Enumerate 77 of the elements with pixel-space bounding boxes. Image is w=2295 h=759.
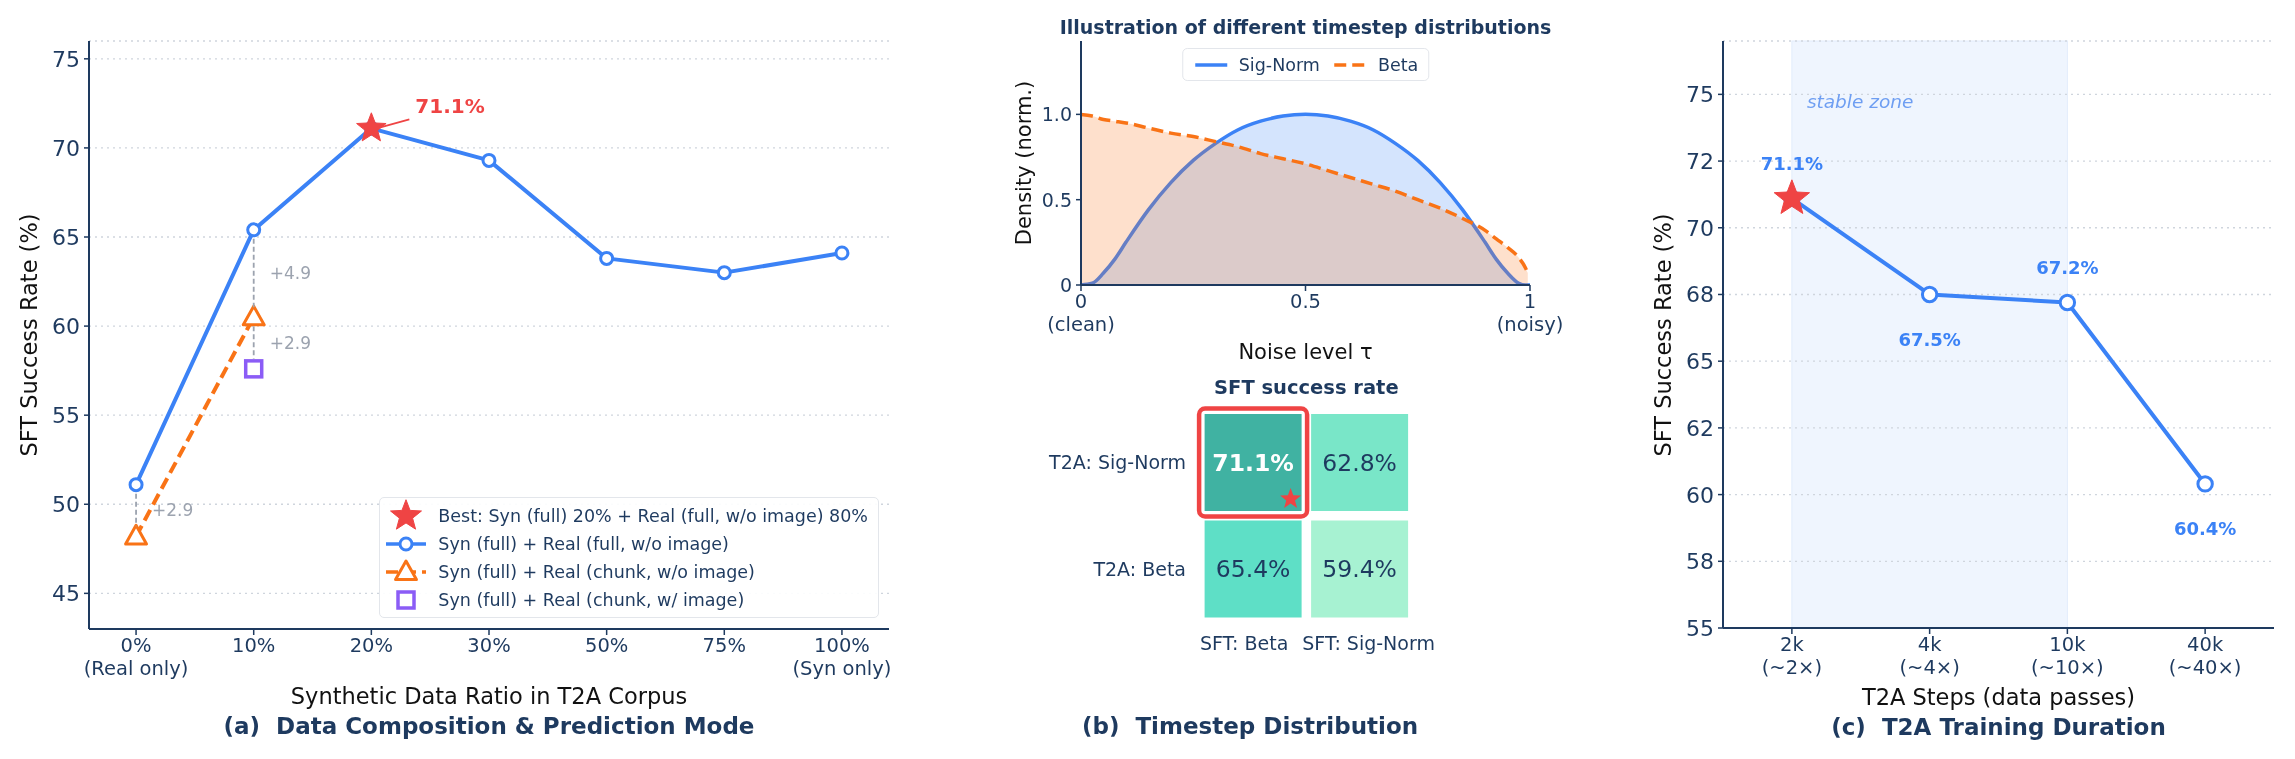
data-label: 62.8%: [1322, 448, 1397, 477]
data-label: 71.1%: [1212, 448, 1294, 477]
y-tick-label: 65: [1686, 349, 1714, 375]
x-tick-label: 4k (~4×): [1899, 632, 1960, 679]
y-tick-label: 55: [52, 403, 80, 429]
y-tick-label: T2A: Beta: [1092, 557, 1186, 580]
y-tick-label: 0.5: [1041, 188, 1072, 211]
band-label: stable zone: [1806, 91, 1914, 113]
x-tick-label: 0% (Real only): [83, 633, 189, 680]
point: [2058, 293, 2077, 312]
data-label: 67.5%: [1898, 328, 1961, 350]
y-axis-title: SFT Success Rate (%): [16, 213, 43, 457]
y-tick-label: 75: [52, 46, 80, 72]
y-tick-label: 75: [1686, 82, 1714, 108]
point: [243, 359, 264, 379]
text: (a) Data Composition & Prediction Mode: [223, 712, 755, 740]
y-tick-label: 60: [1686, 482, 1714, 508]
y-tick-label: 1.0: [1041, 103, 1072, 126]
x-tick-label: 2k (~2×): [1761, 632, 1823, 679]
annotation: +2.9: [269, 332, 311, 353]
y-tick-label: 72: [1686, 148, 1714, 174]
data-label: 65.4%: [1215, 555, 1291, 584]
data-label: 67.2%: [2036, 256, 2099, 278]
text: (c) T2A Training Duration: [1831, 713, 2166, 741]
point: [834, 245, 850, 261]
y-axis-title: Density (norm.): [1011, 80, 1037, 246]
x-tick-label: SFT: Beta: [1199, 631, 1289, 654]
x-tick-label: 10%: [232, 633, 276, 657]
point: [356, 112, 387, 142]
x-tick-label: 50%: [584, 633, 629, 657]
x-axis-title: T2A Steps (data passes): [1861, 684, 2136, 711]
y-tick-label: 62: [1686, 415, 1714, 441]
x-tick-label: 20%: [349, 633, 394, 657]
legend-label: Syn (full) + Real (chunk, w/ image): [438, 589, 745, 610]
x-tick-label: 10k (~10×): [2031, 632, 2104, 679]
y-tick-label: 65: [52, 224, 80, 250]
annotation: +4.9: [269, 263, 311, 284]
point: [128, 477, 144, 493]
chart-title: SFT success rate: [1214, 375, 1399, 399]
y-tick-label: 58: [1686, 549, 1714, 575]
annotation: +2.9: [152, 500, 194, 521]
legend-label: Syn (full) + Real (chunk, w/o image): [438, 561, 755, 582]
data-label: 71.1%: [415, 94, 485, 119]
x-tick-label: 0.5: [1289, 289, 1322, 313]
y-tick-label: 45: [52, 581, 80, 607]
y-tick-label: T2A: Sig-Norm: [1048, 451, 1186, 474]
x-tick-label: 40k (~40×): [2168, 632, 2242, 679]
y-axis-title: SFT Success Rate (%): [1650, 212, 1677, 457]
point: [246, 222, 262, 238]
y-tick-label: 70: [52, 135, 80, 161]
x-tick-label: 1 (noisy): [1496, 289, 1564, 336]
text: (b) Timestep Distribution: [1081, 713, 1419, 740]
x-tick-label: 30%: [467, 633, 511, 657]
data-label: 71.1%: [1760, 152, 1824, 174]
legend-label: Beta: [1377, 54, 1419, 75]
legend-label: Sig-Norm: [1238, 54, 1320, 75]
point: [716, 265, 732, 281]
x-tick-label: 75%: [702, 633, 746, 657]
y-tick-label: 68: [1686, 282, 1714, 308]
chart-title: Illustration of different timestep distributions: [1059, 16, 1552, 39]
point: [1920, 285, 1939, 304]
point: [1773, 179, 1811, 214]
data-label: 59.4%: [1322, 555, 1397, 584]
data-label: 60.4%: [2173, 518, 2237, 540]
y-tick-label: 55: [1686, 615, 1714, 641]
point: [2196, 475, 2214, 493]
y-tick-label: 70: [1686, 215, 1714, 241]
y-tick-label: 60: [52, 314, 80, 340]
y-tick-label: 50: [52, 492, 80, 518]
x-tick-label: 100% (Syn only): [792, 633, 892, 680]
legend-label: Syn (full) + Real (full, w/o image): [438, 533, 729, 554]
x-axis-title: Synthetic Data Ratio in T2A Corpus: [290, 683, 688, 710]
x-axis-title: Noise level τ: [1238, 339, 1373, 365]
point: [481, 152, 497, 168]
point: [599, 250, 615, 266]
x-tick-label: SFT: Sig-Norm: [1302, 631, 1435, 654]
legend-label: Best: Syn (full) 20% + Real (full, w/o image) 80%: [438, 505, 868, 526]
